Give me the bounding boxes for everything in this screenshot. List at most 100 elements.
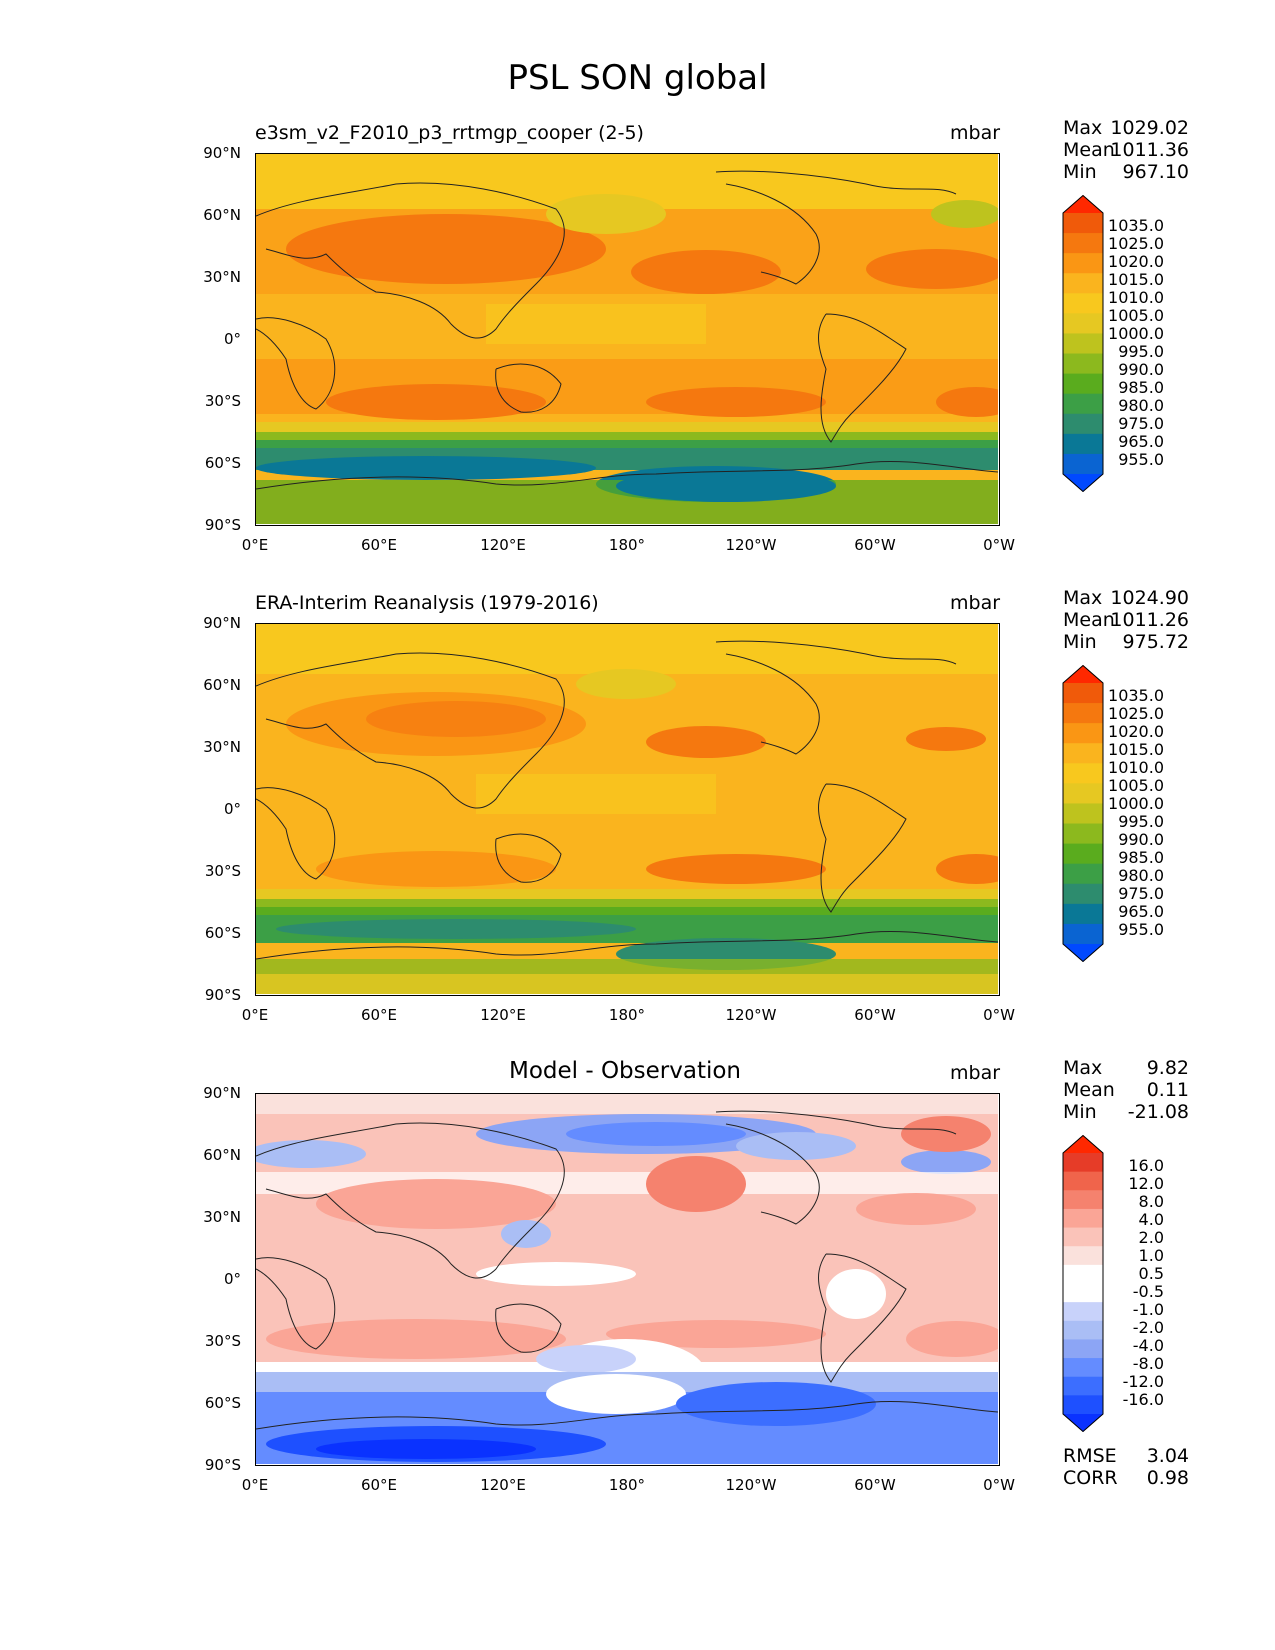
x-tick-label: 60°W <box>854 1476 896 1494</box>
units-label: mbar <box>950 1062 1001 1084</box>
colorbar-tick-label: 1005.0 <box>1108 306 1164 325</box>
colorbar-segment <box>1063 393 1103 415</box>
panel-title: e3sm_v2_F2010_p3_rrtmgp_cooper (2-5) <box>255 122 644 144</box>
coastlines <box>256 170 998 490</box>
field-band <box>256 889 998 899</box>
colorbar-segment <box>1063 413 1103 435</box>
colorbar-segment <box>1063 213 1103 234</box>
colorbar-tick-label: 1005.0 <box>1108 776 1164 795</box>
colorbar-tick-label: -16.0 <box>1122 1390 1164 1409</box>
colorbar-tick-label: 1035.0 <box>1108 686 1164 705</box>
y-tick-label: 60°N <box>203 206 241 224</box>
colorbar-segment <box>1063 1358 1103 1378</box>
colorbar-tick-label: -4.0 <box>1132 1336 1164 1355</box>
colorbar-tick-label: 1000.0 <box>1108 324 1164 343</box>
colorbar-tick-label: 980.0 <box>1118 396 1164 415</box>
colorbar-segment <box>1063 843 1103 865</box>
field-band <box>256 1094 998 1114</box>
field-band <box>256 974 998 994</box>
field-band <box>476 774 716 814</box>
y-tick-label: 30°N <box>203 1208 241 1226</box>
colorbar-extend-min <box>1063 1414 1103 1432</box>
colorbar <box>1062 665 1104 962</box>
rmse-label: RMSE <box>1063 1445 1117 1467</box>
stat-max-label: Max <box>1063 1057 1103 1079</box>
colorbar-tick-label: 4.0 <box>1138 1210 1164 1229</box>
y-tick-label: 90°N <box>203 1084 241 1102</box>
colorbar-segment <box>1063 683 1103 704</box>
negative-anomaly <box>536 1345 636 1373</box>
y-tick-label: 0° <box>223 330 241 348</box>
stat-mean-label: Mean <box>1063 1079 1115 1101</box>
colorbar-segment <box>1063 923 1103 945</box>
colorbar-segment <box>1063 1283 1103 1303</box>
coastlines <box>256 1110 998 1430</box>
stat-max-label: Max <box>1063 587 1103 609</box>
colorbar-tick-label: 1015.0 <box>1108 740 1164 759</box>
x-tick-label: 60°E <box>360 536 398 554</box>
neutral-region <box>826 1269 886 1319</box>
stat-min-value: -21.08 <box>1127 1101 1189 1123</box>
x-tick-label: 120°E <box>480 536 526 554</box>
negative-anomaly <box>901 1150 991 1174</box>
rmse-value: 3.04 <box>1146 1445 1189 1467</box>
high-pressure-cell <box>646 726 766 758</box>
negative-anomaly <box>256 1140 366 1168</box>
y-tick-label: 30°N <box>203 268 241 286</box>
x-tick-label: 120°E <box>480 1006 526 1024</box>
colorbar-tick-label: 1010.0 <box>1108 758 1164 777</box>
map-plot <box>255 623 1000 996</box>
y-tick-label: 0° <box>223 800 241 818</box>
positive-anomaly <box>316 1179 556 1229</box>
colorbar-segment <box>1063 863 1103 885</box>
stat-mean-value: 0.11 <box>1146 1079 1189 1101</box>
colorbar-segment <box>1063 453 1103 475</box>
corr-value: 0.98 <box>1146 1467 1189 1489</box>
x-tick-label: 120°W <box>725 536 777 554</box>
low-pressure-cell <box>256 456 596 480</box>
colorbar-tick-label: 995.0 <box>1118 342 1164 361</box>
field-band <box>256 422 998 432</box>
colorbar-segment <box>1063 743 1103 764</box>
colorbar-tick-label: 0.5 <box>1138 1264 1164 1283</box>
x-tick-label: 60°E <box>360 1476 398 1494</box>
high-pressure-cell <box>936 387 998 417</box>
x-tick-label: 0°W <box>983 536 1015 554</box>
colorbar-segment <box>1063 313 1103 334</box>
x-tick-label: 180° <box>608 1476 646 1494</box>
colorbar <box>1062 195 1104 492</box>
low-pressure-cell <box>576 669 676 699</box>
x-tick-label: 120°E <box>480 1476 526 1494</box>
high-pressure-cell <box>646 854 826 884</box>
colorbar-segment <box>1063 883 1103 905</box>
colorbar-segment <box>1063 1208 1103 1229</box>
colorbar-tick-label: 975.0 <box>1118 884 1164 903</box>
y-tick-label: 60°S <box>204 924 241 942</box>
stat-min-label: Min <box>1063 631 1097 653</box>
colorbar-segment <box>1063 273 1103 294</box>
colorbar-segment <box>1063 803 1103 825</box>
high-pressure-cell <box>326 384 546 420</box>
y-tick-label: 60°N <box>203 676 241 694</box>
x-tick-label: 180° <box>608 536 646 554</box>
colorbar-extend-max <box>1063 665 1103 683</box>
colorbar-outline <box>1062 1135 1104 1432</box>
colorbar-tick-label: 985.0 <box>1118 378 1164 397</box>
high-pressure-cell <box>286 214 606 284</box>
map-field <box>256 624 998 994</box>
map-field <box>256 1094 998 1464</box>
colorbar-segment <box>1063 333 1103 355</box>
neutral-region <box>476 1262 636 1286</box>
colorbar-segment <box>1063 1171 1103 1191</box>
colorbar-segment <box>1063 1153 1103 1173</box>
y-tick-label: 90°S <box>204 986 241 1004</box>
colorbar-tick-label: 975.0 <box>1118 414 1164 433</box>
y-tick-label: 90°N <box>203 614 241 632</box>
colorbar-tick-label: 16.0 <box>1128 1156 1164 1175</box>
positive-anomaly <box>266 1319 566 1359</box>
field-band <box>486 304 706 344</box>
stat-max-value: 1029.02 <box>1110 117 1189 139</box>
low-pressure-cell <box>546 194 666 234</box>
field-band <box>256 624 998 674</box>
x-tick-label: 0°E <box>241 536 269 554</box>
